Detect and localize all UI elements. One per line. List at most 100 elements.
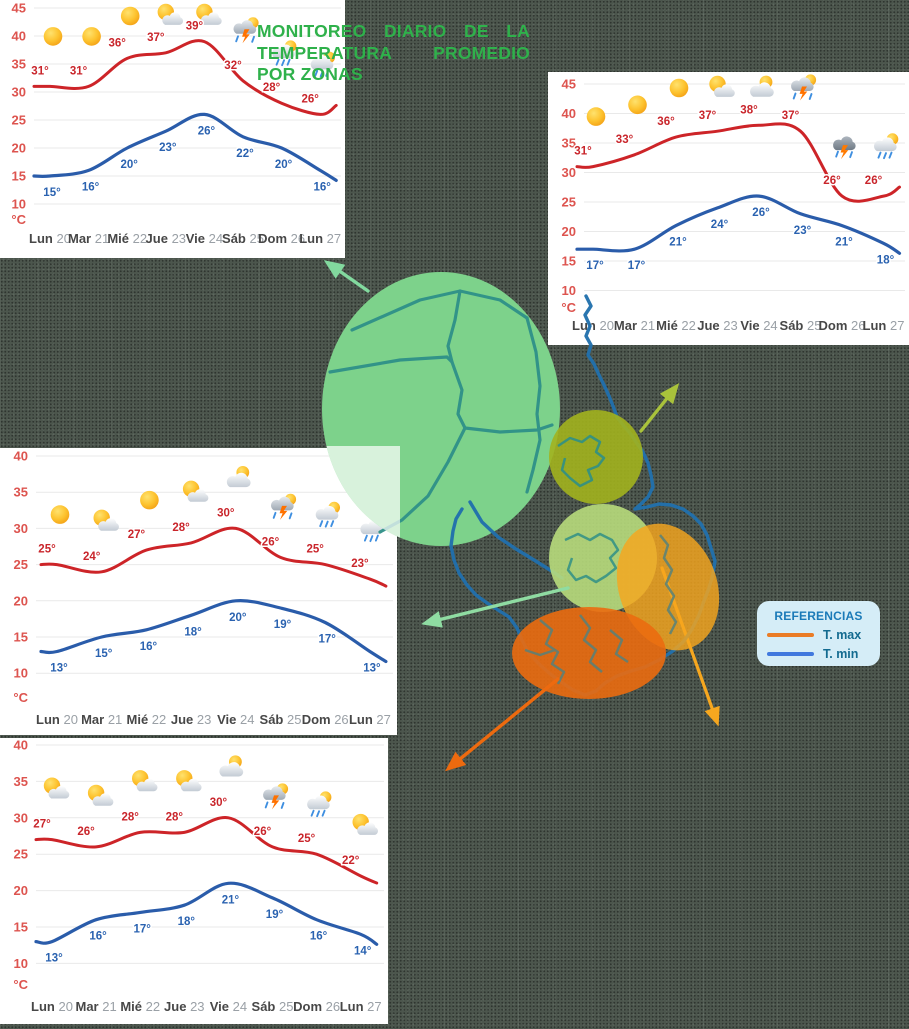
tmax-value-label: 36° <box>657 116 675 128</box>
x-axis-day-label: Dom 26 <box>293 999 340 1014</box>
map-zone-south <box>512 607 666 699</box>
x-axis-day-label: Sáb 25 <box>222 231 264 246</box>
sun-icon <box>669 78 689 98</box>
x-axis-day-label: Dom 26 <box>302 712 349 727</box>
tmin-value-label: 18° <box>184 626 202 638</box>
y-axis-tick: 20 <box>12 141 26 156</box>
tmin-value-label: 20° <box>229 612 247 624</box>
tmin-value-label: 24° <box>711 219 729 231</box>
tmin-value-label: 22° <box>236 148 254 160</box>
tmin-value-label: 13° <box>50 662 68 674</box>
map-zone-east-borders <box>659 534 678 635</box>
tmax-value-label: 37° <box>782 110 800 122</box>
sun-icon <box>628 95 647 115</box>
rain-sun-icon <box>316 502 340 527</box>
x-axis-day-label: Vie 24 <box>210 999 247 1014</box>
t-min-line <box>32 112 338 182</box>
map-zone-east <box>616 523 720 651</box>
tmax-value-label: 27° <box>128 529 146 541</box>
legend-item-tmin: T. min <box>757 645 880 664</box>
tmin-value-label: 16° <box>82 181 100 193</box>
tmax-value-label: 38° <box>740 104 758 116</box>
tmin-value-label: 21° <box>835 237 853 249</box>
y-axis-tick: 30 <box>14 521 28 536</box>
tmax-line-swatch <box>767 632 814 638</box>
x-axis-day-label: Mar 21 <box>81 712 122 727</box>
x-axis-day-label: Lun 20 <box>29 231 71 246</box>
tmin-value-label: 14° <box>354 945 372 957</box>
legend-title: REFERENCIAS <box>774 609 863 623</box>
sun-cloud-icon <box>183 481 208 502</box>
y-axis-tick: 30 <box>14 810 28 825</box>
t-max-line <box>32 39 338 116</box>
tmin-value-label: 23° <box>794 225 812 237</box>
tmin-value-label: 18° <box>178 916 196 928</box>
y-axis-tick: 40 <box>562 106 576 121</box>
y-axis-tick: 15 <box>12 169 26 184</box>
tmax-value-label: 26° <box>302 93 320 105</box>
sun-icon <box>50 505 70 524</box>
t-min-line <box>575 194 902 255</box>
title-line: POR ZONAS <box>257 64 363 84</box>
tmax-value-label: 39° <box>186 21 204 33</box>
tmax-value-label: 24° <box>83 551 101 563</box>
tmin-value-label: 17° <box>319 634 337 646</box>
y-axis-tick: 20 <box>562 224 576 239</box>
tmax-value-label: 32° <box>224 60 242 72</box>
tmax-value-label: 37° <box>699 110 717 122</box>
arrow-to-chart-3 <box>421 586 570 628</box>
x-axis-day-label: Lun 20 <box>572 318 614 333</box>
x-axis-day-label: Lun 27 <box>863 318 905 333</box>
y-axis-tick: 15 <box>14 630 28 645</box>
storm-icon <box>263 783 288 809</box>
tmin-value-label: 20° <box>275 159 293 171</box>
t-min-line <box>34 881 379 946</box>
x-axis-day-label: Lun 27 <box>340 999 382 1014</box>
tmax-value-label: 27° <box>33 819 51 831</box>
tmax-value-label: 30° <box>210 797 228 809</box>
sun-icon <box>120 6 140 26</box>
x-axis-day-label: Lun 27 <box>299 231 341 246</box>
x-axis-day-label: Mar 21 <box>614 318 655 333</box>
sun-cloud-icon <box>176 770 201 791</box>
weather-chart-zone-2: 45 40 35 30 25 20 15 10 °C Lun 20 Mar 21 Mié 22 Jue … <box>548 72 909 345</box>
x-axis-day-label: Lun 20 <box>36 712 78 727</box>
map-zone-northeast <box>549 410 643 504</box>
sun-cloud-icon <box>88 785 113 806</box>
y-axis-tick: 35 <box>562 136 576 151</box>
x-axis-day-label: Vie 24 <box>740 318 777 333</box>
y-axis-tick: 10 <box>14 956 28 971</box>
x-axis-day-label: Mié 22 <box>656 318 696 333</box>
sun-icon <box>82 27 101 46</box>
title-line: TEMPERATURA PROMEDIO <box>257 42 530 63</box>
x-axis-day-label: Jue 23 <box>146 231 186 246</box>
arrow-to-chart-4 <box>445 677 560 772</box>
weather-chart-zone-1: 45 40 35 30 25 20 15 10 °C Lun 20 Mar 21 Mié 22 Jue … <box>0 0 345 258</box>
map-zone-center-borders <box>564 532 620 584</box>
x-axis-day-label: Mar 21 <box>75 999 116 1014</box>
page-title: MONITOREO DIARIO DE LA TEMPERATURA PROME… <box>257 21 530 86</box>
sun-cloud-icon <box>158 4 183 25</box>
x-axis-day-label: Jue 23 <box>164 999 204 1014</box>
tmin-value-label: 16° <box>310 931 328 943</box>
arrow-to-chart-1 <box>323 260 370 293</box>
tmin-value-label: 16° <box>89 931 107 943</box>
tmin-value-label: 19° <box>266 909 284 921</box>
x-axis-day-label: Lun 27 <box>349 712 391 727</box>
y-axis-tick: 30 <box>12 85 26 100</box>
y-axis-tick: 20 <box>14 593 28 608</box>
y-axis-tick: 10 <box>14 666 28 681</box>
tmin-value-label: 17° <box>586 260 604 272</box>
tmax-value-label: 31° <box>31 65 49 77</box>
tmax-value-label: 31° <box>574 146 592 158</box>
x-axis-day-label: Sáb 25 <box>780 318 822 333</box>
legend-label: T. min <box>823 647 859 661</box>
tmin-value-label: 26° <box>198 125 216 137</box>
y-axis-unit: °C <box>13 977 28 992</box>
tmax-value-label: 28° <box>263 82 281 94</box>
y-axis-tick: 15 <box>562 254 576 269</box>
legend-item-tmax: T. max <box>757 626 880 645</box>
y-axis-tick: 45 <box>562 77 576 92</box>
tmin-value-label: 15° <box>95 648 113 660</box>
legend-label: T. max <box>823 628 862 642</box>
